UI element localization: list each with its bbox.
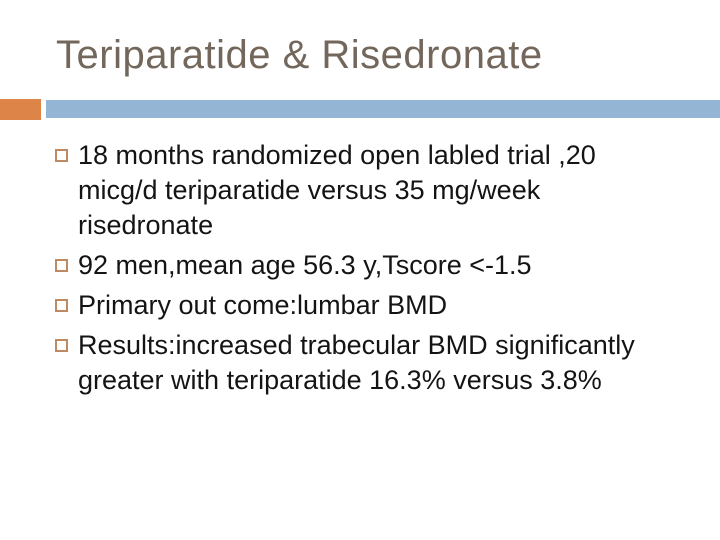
bullet-square-icon [55,299,68,312]
bullet-item-primary-outcome: Primary out come:lumbar BMD [55,288,705,323]
bullet-text-line: 18 months randomized open labled trial ,… [78,140,596,170]
bullet-item-population: 92 men,mean age 56.3 y,Tscore <-1.5 [55,248,705,283]
title-divider-bar [46,100,720,118]
bullet-text-line: greater with teriparatide 16.3% versus 3… [78,365,602,395]
bullet-item-results: Results:increased trabecular BMD signifi… [55,328,705,398]
bullet-text-line: Results:increased trabecular BMD signifi… [78,330,635,360]
bullet-item-trial-design: 18 months randomized open labled trial ,… [55,138,705,243]
bullet-square-icon [55,339,68,352]
bullet-list: 18 months randomized open labled trial ,… [55,138,705,403]
bullet-text-line: micg/d teriparatide versus 35 mg/week [78,175,541,205]
bullet-text-line: Primary out come:lumbar BMD [78,290,448,320]
bullet-text-line: 92 men,mean age 56.3 y,Tscore <-1.5 [78,250,532,280]
slide-title: Teriparatide & Risedronate [56,33,543,77]
bullet-square-icon [55,149,68,162]
bullet-text-line: risedronate [78,210,214,240]
accent-orange-rectangle [0,99,41,120]
bullet-square-icon [55,259,68,272]
